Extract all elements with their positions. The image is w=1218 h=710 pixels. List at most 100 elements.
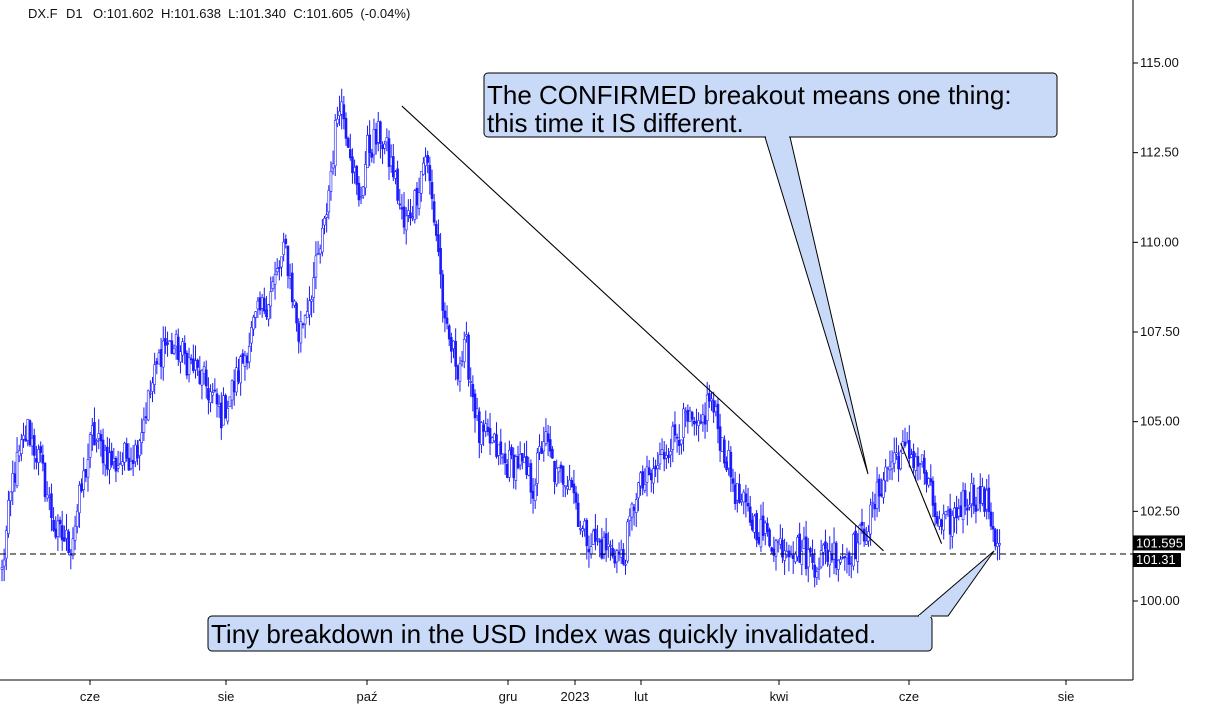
callout-bottom[interactable]: Tiny breakdown in the USD Index was quic… xyxy=(207,550,995,652)
candle-body xyxy=(174,333,178,347)
candle-body xyxy=(882,479,885,498)
candle-body xyxy=(15,452,19,487)
candle-body xyxy=(327,190,331,213)
candle-body xyxy=(903,441,907,446)
candle-body xyxy=(486,426,490,432)
candle-body xyxy=(183,343,187,354)
candle-body xyxy=(697,420,700,426)
candle-body xyxy=(677,439,681,447)
candle-body xyxy=(834,542,838,569)
candle-body xyxy=(333,120,337,167)
candle-body xyxy=(892,452,896,464)
candle-body xyxy=(123,442,126,463)
candle-body xyxy=(41,454,45,464)
candle-body xyxy=(344,118,348,139)
candle-body xyxy=(548,439,552,452)
candle-body xyxy=(2,559,6,567)
candle-body xyxy=(293,300,296,306)
price-tick-label: 112.50 xyxy=(1140,145,1179,160)
candle-body xyxy=(555,468,559,485)
candle-body xyxy=(462,339,466,363)
callout-top[interactable]: The CONFIRMED breakout means one thing: … xyxy=(483,72,1058,475)
candle-body xyxy=(310,299,313,302)
candle-body xyxy=(751,519,754,531)
candle-body xyxy=(525,456,528,475)
candle-body xyxy=(996,543,999,547)
candle-body xyxy=(531,490,535,499)
candle-body xyxy=(456,365,460,380)
candle-body xyxy=(916,456,920,467)
candle-body xyxy=(265,309,268,318)
candle-body xyxy=(346,138,350,148)
candle-body xyxy=(493,433,496,442)
candle-body xyxy=(843,556,847,558)
candle-body xyxy=(488,428,492,444)
candle-body xyxy=(355,165,359,185)
candle-body xyxy=(73,525,77,541)
candle-body xyxy=(52,519,55,531)
candle-body xyxy=(761,515,765,536)
candle-body xyxy=(981,486,984,504)
candle-body xyxy=(357,182,361,201)
time-axis[interactable]: cze sie paź gru 2023 lut kwi cze sie xyxy=(80,680,1074,704)
callout-bottom-pointer xyxy=(916,550,995,617)
candle-body xyxy=(241,353,245,364)
candle-body xyxy=(256,300,260,310)
candle-body xyxy=(993,529,997,547)
support-price-tag: 101.31 xyxy=(1133,552,1181,568)
candle-body xyxy=(817,567,821,570)
candle-body xyxy=(383,143,387,149)
candle-body xyxy=(854,530,857,560)
candle-body xyxy=(267,304,270,320)
candle-body xyxy=(185,352,189,376)
candle-body xyxy=(890,461,894,470)
time-tick-label: cze xyxy=(80,689,100,704)
candle-body xyxy=(93,422,96,446)
short-trendline[interactable] xyxy=(900,442,943,544)
candle-body xyxy=(490,437,494,444)
candle-body xyxy=(400,207,404,210)
candle-body xyxy=(428,165,432,182)
candle-body xyxy=(516,456,520,469)
candle-body xyxy=(286,245,290,277)
candle-body xyxy=(710,398,713,402)
main-trendline[interactable] xyxy=(401,105,884,552)
candle-body xyxy=(389,156,393,167)
price-axis[interactable]: 100.00 102.50 105.00 107.50 110.00 112.50 115.… xyxy=(1133,55,1180,608)
candle-body xyxy=(794,553,797,563)
candle-body xyxy=(308,300,311,316)
candle-body xyxy=(933,502,937,518)
candle-body xyxy=(101,439,105,464)
candle-body xyxy=(826,549,829,562)
time-tick-label: sie xyxy=(218,689,235,704)
candle-body xyxy=(673,424,677,436)
candle-body xyxy=(30,437,34,447)
candle-body xyxy=(862,528,866,542)
candle-body xyxy=(106,446,109,470)
candle-body xyxy=(925,472,928,485)
candle-body xyxy=(830,554,834,561)
candle-body xyxy=(611,547,614,557)
candle-body xyxy=(359,196,363,199)
candle-body xyxy=(757,536,761,544)
candle-body xyxy=(303,315,307,325)
candle-body xyxy=(17,450,21,457)
candle-body xyxy=(228,396,232,408)
candle-body xyxy=(127,457,131,471)
candle-body xyxy=(791,555,795,560)
candle-body xyxy=(469,381,473,383)
candle-body xyxy=(589,546,593,555)
candle-body xyxy=(880,493,883,497)
candle-body xyxy=(839,559,842,563)
price-tick-label: 102.50 xyxy=(1140,503,1180,518)
candle-body xyxy=(331,163,335,169)
candle-body xyxy=(114,457,118,472)
symbol-label: DX.F xyxy=(28,6,58,21)
candle-body xyxy=(475,408,479,416)
candle-body xyxy=(39,446,43,454)
candle-body xyxy=(226,408,230,422)
candle-body xyxy=(959,505,963,517)
candle-body xyxy=(321,227,324,253)
candle-body xyxy=(172,347,176,354)
